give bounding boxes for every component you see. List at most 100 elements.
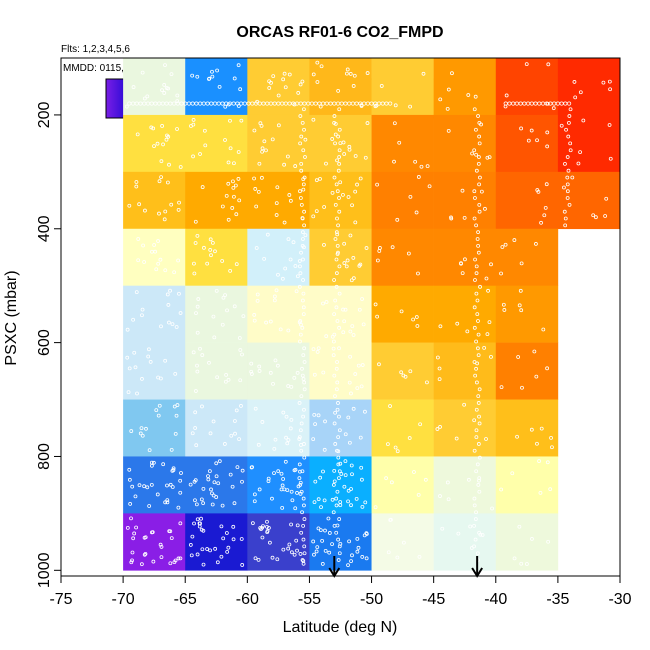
observation-marker <box>463 257 467 262</box>
observation-marker <box>168 288 172 293</box>
observation-marker <box>566 510 571 515</box>
observation-marker <box>334 366 339 371</box>
observation-marker <box>337 127 342 132</box>
observation-marker <box>140 377 144 381</box>
observation-marker <box>289 550 294 555</box>
observation-marker <box>472 418 477 423</box>
observation-marker <box>167 320 171 325</box>
observation-marker <box>151 460 156 465</box>
observation-marker <box>213 249 217 254</box>
observation-marker <box>134 180 139 184</box>
observation-marker <box>211 314 216 319</box>
observation-marker <box>159 159 164 164</box>
observation-marker <box>374 103 379 108</box>
observation-marker <box>284 435 288 440</box>
observation-marker <box>332 468 337 473</box>
observation-marker <box>395 217 400 222</box>
observation-marker <box>266 525 271 530</box>
observation-marker <box>475 237 480 241</box>
observation-marker <box>360 297 364 301</box>
observation-marker <box>228 472 233 477</box>
observation-marker <box>228 118 232 123</box>
x-tick-label: -75 <box>49 591 72 608</box>
observation-marker <box>477 120 482 125</box>
observation-marker <box>473 257 477 262</box>
observation-marker <box>275 185 280 190</box>
observation-marker <box>285 154 290 159</box>
observation-marker <box>392 159 396 164</box>
observation-marker <box>565 373 570 378</box>
heatmap-cell <box>123 171 186 230</box>
observation-marker <box>416 175 421 179</box>
observation-marker <box>193 219 198 224</box>
observation-marker <box>189 553 194 558</box>
observation-marker <box>151 559 156 564</box>
observation-marker <box>312 500 317 505</box>
observation-marker <box>525 562 529 566</box>
observation-marker <box>335 189 340 194</box>
observation-marker <box>572 80 577 84</box>
observation-marker <box>312 372 317 377</box>
observation-marker <box>399 309 404 314</box>
observation-marker <box>236 150 241 154</box>
observation-marker <box>278 327 283 332</box>
observation-marker <box>300 243 305 248</box>
observation-marker <box>474 469 479 474</box>
observation-marker <box>401 373 406 378</box>
observation-marker <box>332 524 337 528</box>
heatmap-cell <box>433 58 497 116</box>
observation-marker <box>539 426 544 431</box>
observation-marker <box>539 220 543 225</box>
observation-marker <box>565 175 570 180</box>
observation-marker <box>158 376 163 381</box>
observation-marker <box>421 71 426 76</box>
observation-marker <box>255 298 260 303</box>
observation-marker <box>316 413 321 418</box>
observation-marker <box>285 441 290 446</box>
observation-marker <box>302 455 307 460</box>
observation-marker <box>565 155 570 159</box>
observation-marker <box>303 155 307 159</box>
observation-marker <box>565 332 570 337</box>
observation-marker <box>336 435 341 440</box>
observation-marker <box>333 298 338 303</box>
observation-markers <box>124 60 613 568</box>
observation-marker <box>266 476 271 481</box>
observation-marker <box>487 320 492 325</box>
observation-marker <box>462 402 467 407</box>
observation-marker <box>563 161 567 166</box>
observation-marker <box>356 545 361 550</box>
observation-marker <box>228 268 233 273</box>
observation-marker <box>192 521 196 526</box>
observation-marker <box>360 504 365 509</box>
observation-marker <box>131 536 136 541</box>
observation-marker <box>567 353 572 358</box>
observation-marker <box>476 394 481 399</box>
observation-marker <box>342 261 347 265</box>
heatmap-cell <box>123 456 186 514</box>
observation-marker <box>477 387 482 392</box>
observation-marker <box>389 480 394 485</box>
observation-marker <box>347 380 352 385</box>
observation-marker <box>302 346 307 351</box>
observation-marker <box>299 161 304 166</box>
observation-marker <box>565 360 570 364</box>
observation-marker <box>334 182 339 187</box>
observation-marker <box>472 216 477 221</box>
heatmap-cell <box>433 171 497 230</box>
observation-marker <box>198 152 202 156</box>
heatmap-cell <box>557 58 620 116</box>
observation-marker <box>480 533 485 537</box>
heatmap-cell <box>185 171 248 230</box>
observation-marker <box>411 317 415 322</box>
observation-marker <box>252 499 257 504</box>
observation-marker <box>175 99 180 104</box>
observation-marker <box>176 556 181 561</box>
observation-marker <box>133 494 138 499</box>
observation-marker <box>532 349 537 354</box>
heatmap-cells <box>123 58 620 571</box>
heatmap-cell <box>247 171 310 230</box>
observation-marker <box>298 114 303 118</box>
observation-marker <box>593 215 598 220</box>
observation-marker <box>163 500 168 505</box>
